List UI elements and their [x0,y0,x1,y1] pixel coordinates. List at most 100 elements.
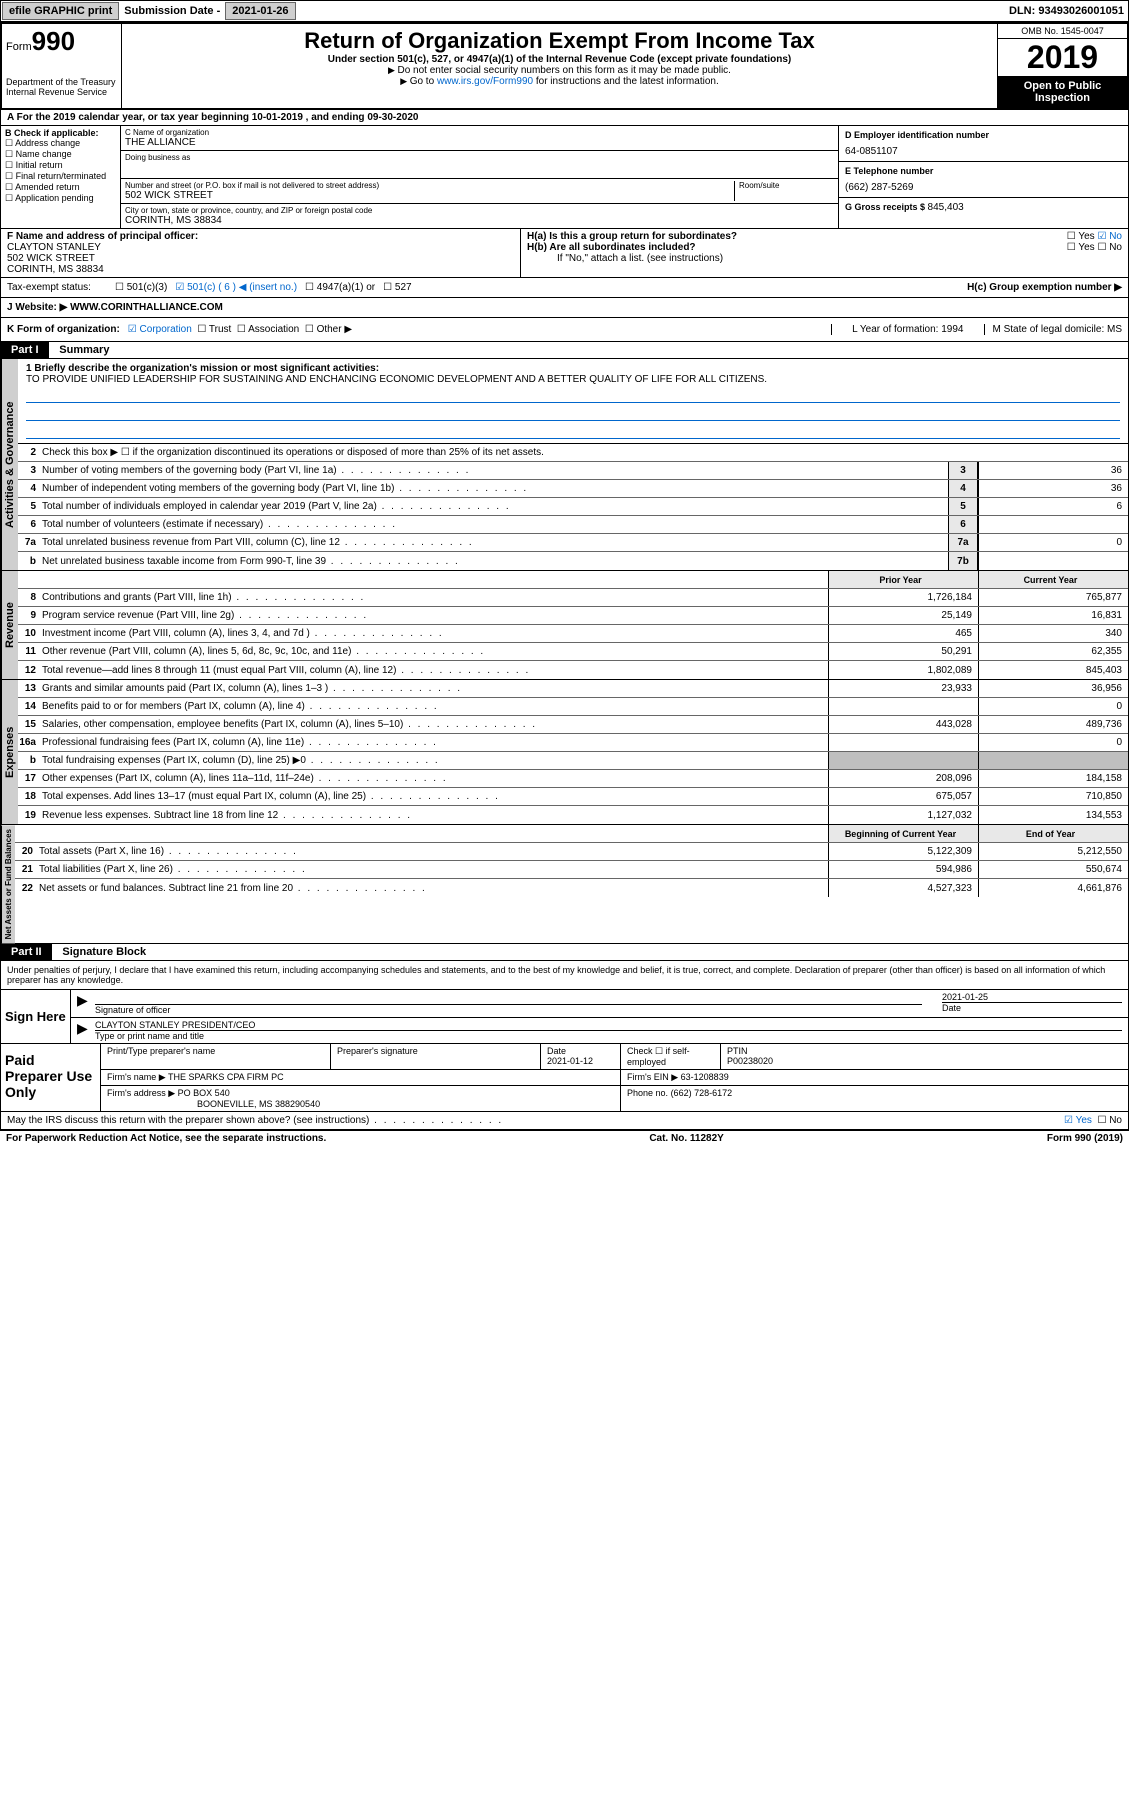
discuss-no[interactable]: No [1097,1115,1122,1126]
val-6 [978,516,1128,533]
cb-final[interactable]: Final return/terminated [5,171,116,182]
line-1: 1 Briefly describe the organization's mi… [18,359,1128,444]
f-city: CORINTH, MS 38834 [7,264,514,275]
section-bcdefg: B Check if applicable: Address change Na… [0,126,1129,229]
gov-section: Activities & Governance 1 Briefly descri… [0,359,1129,571]
i-527[interactable]: 527 [383,282,411,293]
form990-link[interactable]: www.irs.gov/Form990 [437,76,533,87]
val-b [978,552,1128,570]
i-501c3[interactable]: 501(c)(3) [115,282,167,293]
discuss-yes[interactable]: Yes [1064,1115,1092,1126]
line-5: Total number of individuals employed in … [42,499,948,514]
k-corp[interactable]: Corporation [128,324,192,335]
part1-title: Summary [51,342,117,358]
py-15: 443,028 [828,716,978,733]
vtab-rev: Revenue [1,571,18,679]
hb-note: If "No," attach a list. (see instruction… [527,253,1122,264]
py-22: 4,527,323 [828,879,978,897]
firm-name: THE SPARKS CPA FIRM PC [168,1072,284,1082]
e-val: (662) 287-5269 [845,182,1122,193]
cy-b [978,752,1128,769]
ha-yes[interactable]: Yes [1067,231,1095,242]
row-a: A For the 2019 calendar year, or tax yea… [0,110,1129,126]
cy-11: 62,355 [978,643,1128,660]
cb-address[interactable]: Address change [5,138,116,149]
py-18: 675,057 [828,788,978,805]
form-subtitle: Under section 501(c), 527, or 4947(a)(1)… [126,54,993,65]
addr2: BOONEVILLE, MS 388290540 [107,1099,320,1109]
phone-val: (662) 728-6172 [671,1088,733,1098]
part2-header: Part II Signature Block [0,944,1129,961]
line-b: Net unrelated business taxable income fr… [42,554,948,569]
py-20: 5,122,309 [828,843,978,860]
by-hdr: Beginning of Current Year [828,825,978,842]
sig-decl: Under penalties of perjury, I declare th… [1,961,1128,989]
prep-ptin: P00238020 [727,1056,773,1066]
prep-h5: PTIN [727,1046,748,1056]
c-addr: 502 WICK STREET [125,190,734,201]
ha-no[interactable]: No [1097,231,1122,242]
line-22: Net assets or fund balances. Subtract li… [39,881,828,896]
py-21: 594,986 [828,861,978,878]
efile-btn[interactable]: efile GRAPHIC print [2,2,119,20]
j-val: WWW.CORINTHALLIANCE.COM [67,302,223,313]
k-assoc[interactable]: Association [237,324,299,335]
line-16a: Professional fundraising fees (Part IX, … [42,735,828,750]
cy-16a: 0 [978,734,1128,751]
g-label: G Gross receipts $ [845,202,928,212]
cb-pending[interactable]: Application pending [5,193,116,204]
cb-initial[interactable]: Initial return [5,160,116,171]
omb-number: OMB No. 1545-0047 [998,24,1127,39]
form-header: Form990 Department of the Treasury Inter… [0,22,1129,110]
c-name: THE ALLIANCE [125,137,834,148]
addr1: PO BOX 540 [178,1088,230,1098]
prep-h1: Print/Type preparer's name [101,1044,331,1069]
net-section: Net Assets or Fund Balances Beginning of… [0,825,1129,944]
py-11: 50,291 [828,643,978,660]
prep-h4: Check ☐ if self-employed [621,1044,721,1069]
g-val: 845,403 [928,202,964,213]
vtab-exp: Expenses [1,680,18,824]
sig-name: CLAYTON STANLEY PRESIDENT/CEO [95,1020,1122,1030]
line-b: Total fundraising expenses (Part IX, col… [42,753,828,768]
so-label: Signature of officer [95,1004,922,1015]
rev-section: Revenue Prior YearCurrent Year 8Contribu… [0,571,1129,680]
f-name: CLAYTON STANLEY [7,242,514,253]
row-i: Tax-exempt status: 501(c)(3) 501(c) ( 6 … [0,278,1129,298]
i-label: Tax-exempt status: [7,282,107,293]
cy-20: 5,212,550 [978,843,1128,860]
hb-yes[interactable]: Yes [1067,242,1095,253]
ha: H(a) Is this a group return for subordin… [527,231,1122,242]
line-12: Total revenue—add lines 8 through 11 (mu… [42,663,828,678]
py-9: 25,149 [828,607,978,624]
d-label: D Employer identification number [845,130,1122,140]
k-other[interactable]: Other ▶ [305,324,352,335]
sig-date: 2021-01-25 [942,992,1122,1002]
k-trust[interactable]: Trust [197,324,231,335]
hc: H(c) Group exemption number ▶ [967,282,1122,293]
signature-block: Under penalties of perjury, I declare th… [0,961,1129,1130]
line-20: Total assets (Part X, line 16) [39,844,828,859]
val-3: 36 [978,462,1128,479]
cy-15: 489,736 [978,716,1128,733]
line-19: Revenue less expenses. Subtract line 18 … [42,808,828,823]
i-501c[interactable]: 501(c) ( 6 ) ◀ (insert no.) [175,282,297,293]
tax-year: 2019 [998,39,1127,76]
prep-here: Paid Preparer Use Only [1,1044,101,1111]
dln: DLN: 93493026001051 [1009,5,1128,17]
name-label: Type or print name and title [95,1030,1122,1041]
ein-label: Firm's EIN ▶ [627,1072,678,1082]
cb-amended[interactable]: Amended return [5,182,116,193]
cy-14: 0 [978,698,1128,715]
val-7a: 0 [978,534,1128,551]
py-17: 208,096 [828,770,978,787]
i-4947[interactable]: 4947(a)(1) or [305,282,375,293]
cy-10: 340 [978,625,1128,642]
cy-9: 16,831 [978,607,1128,624]
cy-13: 36,956 [978,680,1128,697]
sub-date-btn[interactable]: 2021-01-26 [225,2,295,20]
c-dba-label: Doing business as [125,153,834,162]
cb-name[interactable]: Name change [5,149,116,160]
c-city-label: City or town, state or province, country… [125,206,834,215]
hb-no[interactable]: No [1097,242,1122,253]
